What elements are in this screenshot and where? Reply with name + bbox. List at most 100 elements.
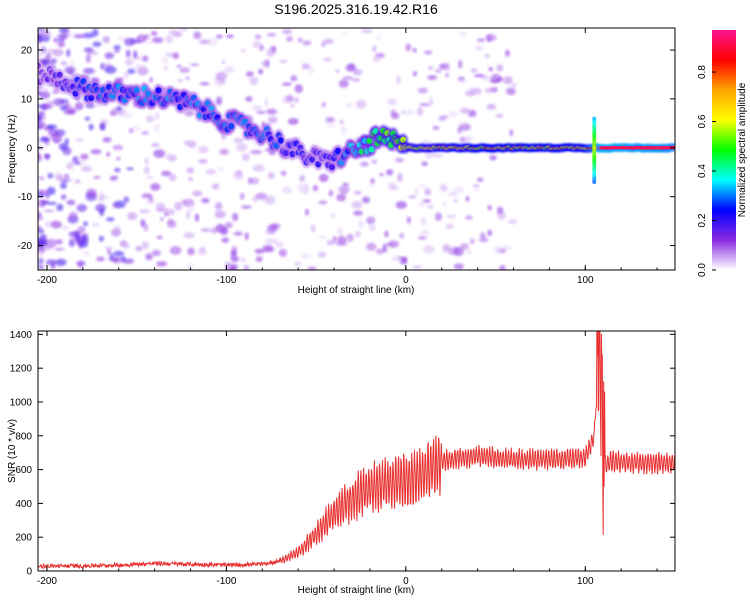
- spectrogram-noise-blob: [38, 120, 46, 129]
- spectrogram-noise-blob: [38, 251, 44, 257]
- spectrogram-noise-blob: [325, 124, 337, 128]
- spectrogram-noise-blob: [83, 32, 95, 39]
- spectrogram-noise-blob: [290, 103, 295, 108]
- spectrogram-noise-blob: [271, 223, 281, 230]
- spectrogram-noise-blob: [60, 181, 67, 190]
- spectrogram-noise-blob: [68, 211, 78, 221]
- spectrogram-noise-blob: [496, 64, 504, 72]
- spectrogram-noise-blob: [304, 208, 310, 216]
- spectrogram-noise-blob: [61, 225, 69, 231]
- spectrogram-noise-blob: [252, 196, 259, 202]
- spectrogram-noise-blob: [155, 202, 166, 212]
- snr-ytick-label: 1400: [10, 330, 33, 341]
- spectrogram-noise-blob: [473, 74, 485, 78]
- spectrogram-noise-blob: [52, 89, 60, 95]
- spectrogram-noise-blob: [408, 195, 417, 199]
- snr-series-line: [38, 331, 675, 570]
- spectrogram-noise-blob: [75, 161, 81, 165]
- spectrogram-noise-blob: [412, 265, 422, 269]
- spectrogram-noise-blob: [416, 107, 424, 116]
- spectrogram-noise-blob: [91, 222, 100, 227]
- spectrogram-noise-blob: [286, 36, 294, 42]
- spectrogram-noise-blob: [489, 155, 497, 161]
- spectrogram-spike: [592, 116, 597, 121]
- spectrogram-noise-blob: [132, 50, 138, 59]
- spectrogram-noise-blob: [74, 179, 81, 184]
- colorbar-tick-label: 0.8: [697, 65, 708, 79]
- spectrogram-noise-blob: [205, 169, 217, 175]
- spectrogram-noise-blob: [201, 197, 210, 204]
- spectrogram-noise-blob: [444, 62, 450, 72]
- spectrogram-xtick-label: 0: [403, 275, 409, 286]
- spectrogram-noise-blob: [453, 263, 464, 270]
- spectrogram-noise-blob: [98, 235, 105, 242]
- spectrogram-noise-blob: [96, 256, 105, 262]
- spectrogram-noise-blob: [504, 49, 511, 57]
- spectrogram-noise-blob: [370, 222, 375, 230]
- spectrogram-noise-blob: [114, 167, 121, 173]
- spectrogram-noise-blob: [335, 69, 340, 73]
- spectrogram-noise-blob: [335, 241, 348, 247]
- spectrogram-noise-blob: [235, 143, 248, 152]
- spectrogram-noise-blob: [193, 31, 202, 40]
- spectrogram-noise-blob: [406, 216, 411, 224]
- spectrogram-noise-blob: [136, 34, 147, 43]
- spectrogram-noise-blob: [104, 52, 115, 59]
- spectrogram-noise-blob: [54, 247, 65, 251]
- spectrogram-noise-blob: [174, 201, 183, 211]
- colorbar-tick-label: 0.4: [697, 164, 708, 178]
- colorbar-tick-label: 0.6: [697, 114, 708, 128]
- spectrogram-noise-blob: [265, 238, 278, 244]
- spectrogram-noise-blob: [63, 173, 70, 180]
- spectrogram-noise-blob: [38, 154, 43, 162]
- spectrogram-noise-blob: [330, 213, 336, 218]
- snr-frame: [37, 330, 676, 572]
- spectrogram-ridge-core: [80, 78, 87, 85]
- spectrogram-noise-blob: [420, 229, 431, 238]
- spectrogram-noise-blob: [185, 76, 190, 80]
- spectrogram-noise-blob: [192, 190, 203, 197]
- spectrogram-noise-blob: [445, 223, 454, 230]
- spectrogram-noise-blob: [139, 209, 147, 214]
- spectrogram-noise-blob: [42, 29, 51, 39]
- spectrogram-noise-blob: [255, 256, 263, 262]
- spectrogram-noise-blob: [371, 45, 377, 52]
- spectrogram-noise-blob: [183, 232, 195, 239]
- spectrogram-noise-blob: [58, 142, 68, 151]
- spectrogram-noise-blob: [221, 59, 226, 65]
- spectrogram-noise-blob: [256, 110, 266, 115]
- spectrogram-noise-blob: [354, 230, 362, 238]
- spectrogram-noise-blob: [427, 66, 434, 71]
- spectrogram-noise-blob: [179, 67, 190, 74]
- spectrogram-noise-blob: [294, 84, 303, 94]
- spectrogram-noise-blob: [197, 145, 209, 154]
- spectrogram-ridge-core: [368, 146, 375, 153]
- spectrogram-noise-blob: [38, 28, 42, 35]
- spectrogram-noise-blob: [307, 266, 317, 270]
- spectrogram-noise-blob: [459, 107, 471, 114]
- spectrogram-ridge-core: [133, 86, 140, 94]
- spectrogram-noise-blob: [66, 162, 74, 170]
- spectrogram-noise-blob: [499, 265, 506, 270]
- spectrogram-noise-blob: [479, 232, 486, 239]
- spectrogram-noise-blob: [167, 218, 174, 225]
- spectrogram-noise-blob: [80, 233, 89, 237]
- spectrogram-noise-blob: [123, 70, 129, 79]
- spectrogram-noise-blob: [151, 37, 164, 44]
- spectrogram-noise-blob: [221, 237, 230, 243]
- spectrogram-noise-blob: [76, 260, 86, 267]
- spectrogram-noise-blob: [229, 266, 237, 270]
- spectrogram-noise-blob: [135, 245, 143, 252]
- spectrogram-noise-blob: [293, 97, 300, 103]
- spectrogram-noise-blob: [309, 66, 315, 74]
- spectrogram-noise-blob: [104, 65, 117, 74]
- spectrogram-noise-blob: [281, 29, 293, 35]
- spectrogram-noise-blob: [219, 80, 227, 84]
- snr-xtick-label: 0: [403, 576, 409, 587]
- snr-ytick-label: 400: [15, 499, 32, 510]
- spectrogram-noise-blob: [64, 66, 76, 74]
- spectrogram-noise-blob: [336, 193, 347, 202]
- spectrogram-noise-blob: [290, 75, 298, 82]
